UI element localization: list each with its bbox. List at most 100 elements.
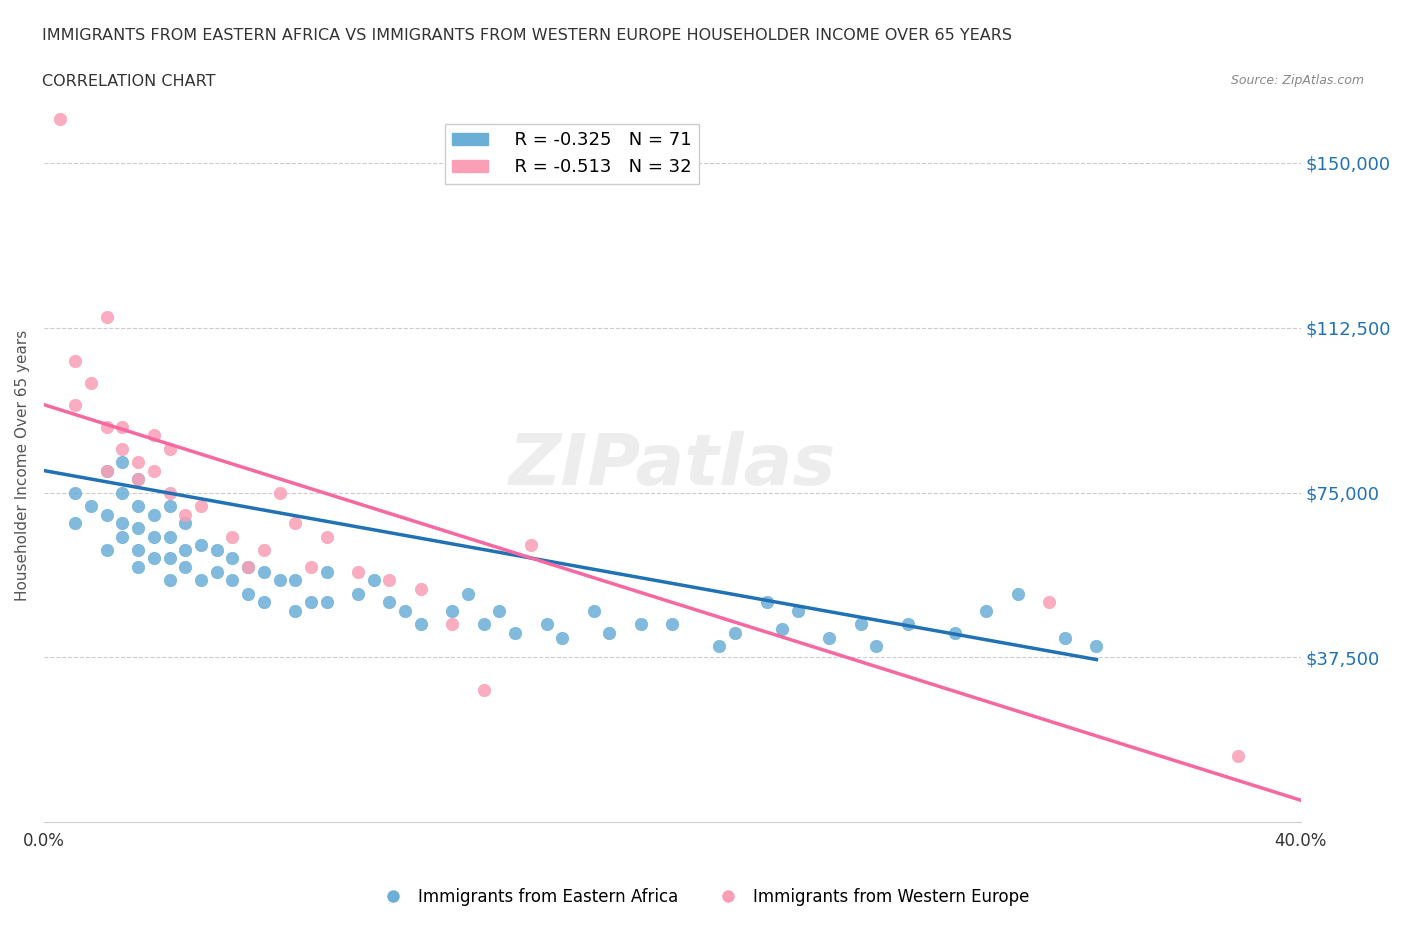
Point xyxy=(174,516,197,531)
Point xyxy=(897,617,920,631)
Point xyxy=(299,595,322,610)
Point xyxy=(409,582,432,597)
Point xyxy=(347,586,370,601)
Point xyxy=(284,604,307,618)
Point xyxy=(378,595,401,610)
Point xyxy=(378,573,401,588)
Point xyxy=(205,542,228,557)
Point xyxy=(65,353,87,368)
Point xyxy=(709,639,731,654)
Point xyxy=(96,419,118,434)
Text: CORRELATION CHART: CORRELATION CHART xyxy=(42,74,215,89)
Point xyxy=(299,560,322,575)
Legend: Immigrants from Eastern Africa, Immigrants from Western Europe: Immigrants from Eastern Africa, Immigran… xyxy=(370,881,1036,912)
Point xyxy=(190,573,212,588)
Point xyxy=(598,626,620,641)
Point xyxy=(174,542,197,557)
Point xyxy=(111,441,134,456)
Point xyxy=(159,485,181,500)
Point xyxy=(111,419,134,434)
Point xyxy=(96,310,118,325)
Point xyxy=(174,507,197,522)
Point xyxy=(111,516,134,531)
Point xyxy=(127,472,149,486)
Y-axis label: Householder Income Over 65 years: Householder Income Over 65 years xyxy=(15,329,30,601)
Point xyxy=(865,639,887,654)
Point xyxy=(96,463,118,478)
Point xyxy=(284,573,307,588)
Point xyxy=(269,573,291,588)
Point xyxy=(536,617,558,631)
Point xyxy=(127,498,149,513)
Point xyxy=(80,375,103,390)
Point xyxy=(1007,586,1029,601)
Point xyxy=(472,683,495,698)
Point xyxy=(111,529,134,544)
Point xyxy=(159,573,181,588)
Point xyxy=(65,397,87,412)
Point xyxy=(284,516,307,531)
Point xyxy=(520,538,543,552)
Point xyxy=(205,565,228,579)
Point xyxy=(127,455,149,470)
Point xyxy=(142,463,165,478)
Point xyxy=(253,542,276,557)
Point xyxy=(111,455,134,470)
Point xyxy=(363,573,385,588)
Point xyxy=(142,529,165,544)
Point xyxy=(315,595,337,610)
Point xyxy=(159,441,181,456)
Point xyxy=(236,560,259,575)
Point xyxy=(253,595,276,610)
Point xyxy=(127,560,149,575)
Point xyxy=(142,551,165,566)
Point xyxy=(582,604,605,618)
Point xyxy=(787,604,810,618)
Point xyxy=(943,626,966,641)
Point xyxy=(65,516,87,531)
Point xyxy=(409,617,432,631)
Point xyxy=(80,498,103,513)
Point xyxy=(315,565,337,579)
Text: ZIPatlas: ZIPatlas xyxy=(509,431,837,499)
Point xyxy=(96,463,118,478)
Point xyxy=(159,529,181,544)
Point xyxy=(236,586,259,601)
Point xyxy=(221,551,243,566)
Point xyxy=(441,604,464,618)
Point xyxy=(96,507,118,522)
Point xyxy=(770,621,793,636)
Text: IMMIGRANTS FROM EASTERN AFRICA VS IMMIGRANTS FROM WESTERN EUROPE HOUSEHOLDER INC: IMMIGRANTS FROM EASTERN AFRICA VS IMMIGR… xyxy=(42,28,1012,43)
Point xyxy=(849,617,872,631)
Point xyxy=(221,573,243,588)
Point xyxy=(551,631,574,645)
Point xyxy=(818,631,841,645)
Point xyxy=(755,595,778,610)
Point xyxy=(127,472,149,486)
Point xyxy=(174,560,197,575)
Point xyxy=(65,485,87,500)
Point xyxy=(394,604,416,618)
Point xyxy=(159,498,181,513)
Point xyxy=(159,551,181,566)
Point xyxy=(269,485,291,500)
Point xyxy=(221,529,243,544)
Point xyxy=(347,565,370,579)
Point xyxy=(1053,631,1076,645)
Point xyxy=(111,485,134,500)
Point xyxy=(142,428,165,443)
Point xyxy=(96,542,118,557)
Point xyxy=(236,560,259,575)
Point xyxy=(630,617,652,631)
Point xyxy=(488,604,510,618)
Point xyxy=(503,626,526,641)
Point xyxy=(976,604,998,618)
Point xyxy=(1085,639,1108,654)
Point xyxy=(724,626,747,641)
Text: Source: ZipAtlas.com: Source: ZipAtlas.com xyxy=(1230,74,1364,87)
Point xyxy=(661,617,683,631)
Point xyxy=(472,617,495,631)
Point xyxy=(127,542,149,557)
Point xyxy=(48,112,70,126)
Point xyxy=(1038,595,1060,610)
